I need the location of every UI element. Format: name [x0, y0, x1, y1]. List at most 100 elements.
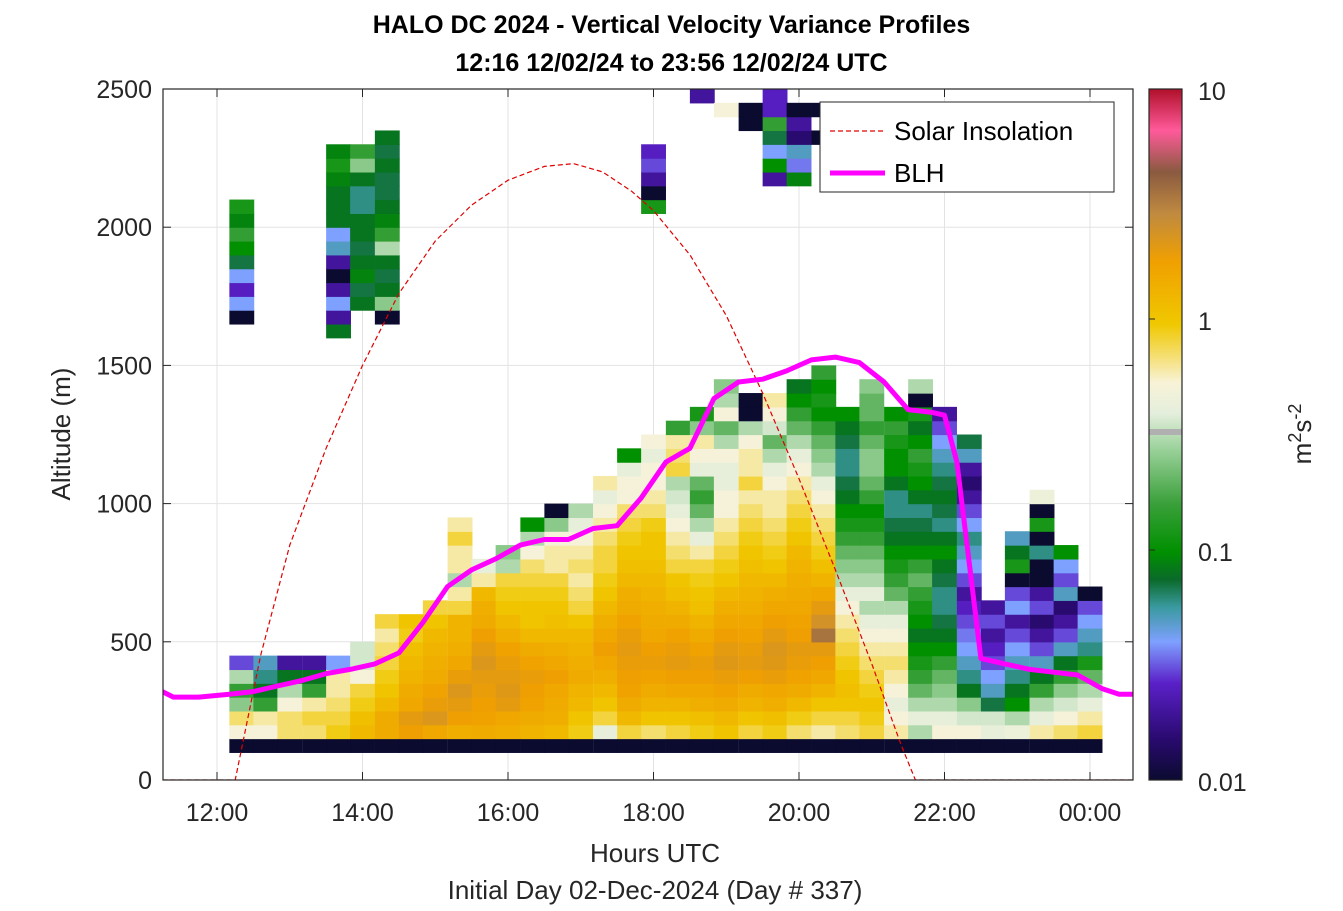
- heatmap-cell: [568, 517, 594, 532]
- heatmap-cell: [811, 517, 837, 532]
- heatmap-cell: [326, 323, 351, 339]
- heatmap-cell: [568, 558, 594, 574]
- colorbar-label: m2s-2: [1285, 404, 1317, 465]
- heatmap-cell: [471, 738, 497, 753]
- legend-box: [819, 101, 1115, 193]
- heatmap-cell: [350, 144, 375, 159]
- heatmap-cell: [908, 545, 933, 560]
- heatmap-cell: [1029, 586, 1055, 601]
- heatmap-cell: [568, 724, 594, 740]
- heatmap-cell: [374, 171, 400, 187]
- heatmap-cell: [593, 531, 618, 546]
- heatmap-cell: [786, 475, 812, 491]
- heatmap-cell: [617, 545, 642, 560]
- heatmap-cell: [908, 614, 933, 629]
- heatmap-cell: [350, 158, 375, 173]
- heatmap-cell: [908, 641, 933, 657]
- heatmap-cell: [447, 655, 473, 671]
- heatmap-cell: [762, 158, 788, 173]
- heatmap-cell: [374, 213, 400, 228]
- y-tick-label: 0: [138, 767, 152, 795]
- heatmap-cell: [859, 572, 885, 588]
- heatmap-cell: [520, 627, 546, 643]
- heatmap-cell: [422, 710, 448, 726]
- heatmap-cell: [1053, 558, 1079, 574]
- heatmap-cell: [641, 158, 666, 173]
- heatmap-cell: [495, 655, 521, 671]
- heatmap-cell: [956, 724, 982, 740]
- heatmap-cell: [398, 655, 424, 671]
- heatmap-cell: [908, 572, 933, 588]
- heatmap-cell: [689, 627, 715, 643]
- heatmap-cell: [713, 545, 739, 560]
- heatmap-cell: [811, 683, 837, 698]
- heatmap-cell: [884, 572, 909, 588]
- heatmap-cell: [1029, 697, 1055, 712]
- heatmap-cell: [665, 600, 691, 615]
- heatmap-cell: [520, 572, 546, 588]
- heatmap-cell: [544, 614, 570, 629]
- heatmap-cell: [398, 710, 424, 726]
- heatmap-cell: [689, 503, 715, 519]
- heatmap-cell: [229, 254, 255, 270]
- heatmap-cell: [641, 627, 666, 643]
- heatmap-cell: [956, 448, 982, 463]
- heatmap-cell: [786, 393, 812, 408]
- heatmap-cell: [738, 572, 764, 588]
- chart-subtitle: 12:16 12/02/24 to 23:56 12/02/24 UTC: [455, 49, 888, 77]
- heatmap-cell: [738, 627, 764, 643]
- heatmap-cell: [762, 738, 788, 753]
- heatmap-cell: [786, 614, 812, 629]
- heatmap-cell: [713, 572, 739, 588]
- colorbar-tick-label: 0.01: [1198, 769, 1247, 797]
- heatmap-cell: [811, 669, 837, 684]
- heatmap-cell: [859, 697, 885, 712]
- heatmap-cell: [471, 655, 497, 671]
- heatmap-cell: [229, 310, 255, 325]
- heatmap-cell: [641, 572, 666, 588]
- legend-label-blh: BLH: [894, 158, 945, 188]
- heatmap-cell: [302, 655, 327, 671]
- heatmap-cell: [786, 655, 812, 671]
- heatmap-cell: [956, 710, 982, 726]
- heatmap-cell: [641, 171, 666, 187]
- heatmap-cell: [908, 489, 933, 505]
- heatmap-cell: [738, 393, 764, 408]
- heatmap-cell: [811, 475, 837, 491]
- heatmap-cell: [835, 697, 861, 712]
- heatmap-cell: [859, 558, 885, 574]
- heatmap-cell: [811, 406, 837, 422]
- heatmap-cell: [908, 669, 933, 684]
- heatmap-cell: [495, 683, 521, 698]
- heatmap-cell: [932, 697, 957, 712]
- heatmap-cell: [422, 697, 448, 712]
- heatmap-cell: [326, 710, 351, 726]
- heatmap-cell: [520, 586, 546, 601]
- heatmap-cell: [980, 697, 1006, 712]
- heatmap-cell: [350, 268, 375, 284]
- heatmap-cell: [374, 614, 400, 629]
- heatmap-cell: [253, 669, 279, 684]
- heatmap-cell: [593, 489, 618, 505]
- heatmap-cell: [859, 614, 885, 629]
- heatmap-cell: [1029, 683, 1055, 698]
- heatmap-cell: [713, 503, 739, 519]
- heatmap-cell: [544, 724, 570, 740]
- heatmap-cell: [835, 655, 861, 671]
- heatmap-cell: [641, 724, 666, 740]
- heatmap-cell: [1029, 641, 1055, 657]
- heatmap-cell: [738, 420, 764, 436]
- heatmap-cell: [641, 655, 666, 671]
- heatmap-cell: [1077, 738, 1103, 753]
- heatmap-cell: [835, 669, 861, 684]
- heatmap-cell: [374, 296, 400, 311]
- heatmap-cell: [641, 614, 666, 629]
- heatmap-cell: [738, 558, 764, 574]
- heatmap-cell: [980, 669, 1006, 684]
- legend: Solar Insolation BLH: [819, 101, 1115, 193]
- heatmap-cell: [835, 503, 861, 519]
- heatmap-cell: [665, 462, 691, 477]
- heatmap-cell: [689, 614, 715, 629]
- heatmap-cell: [593, 669, 618, 684]
- heatmap-cell: [617, 462, 642, 477]
